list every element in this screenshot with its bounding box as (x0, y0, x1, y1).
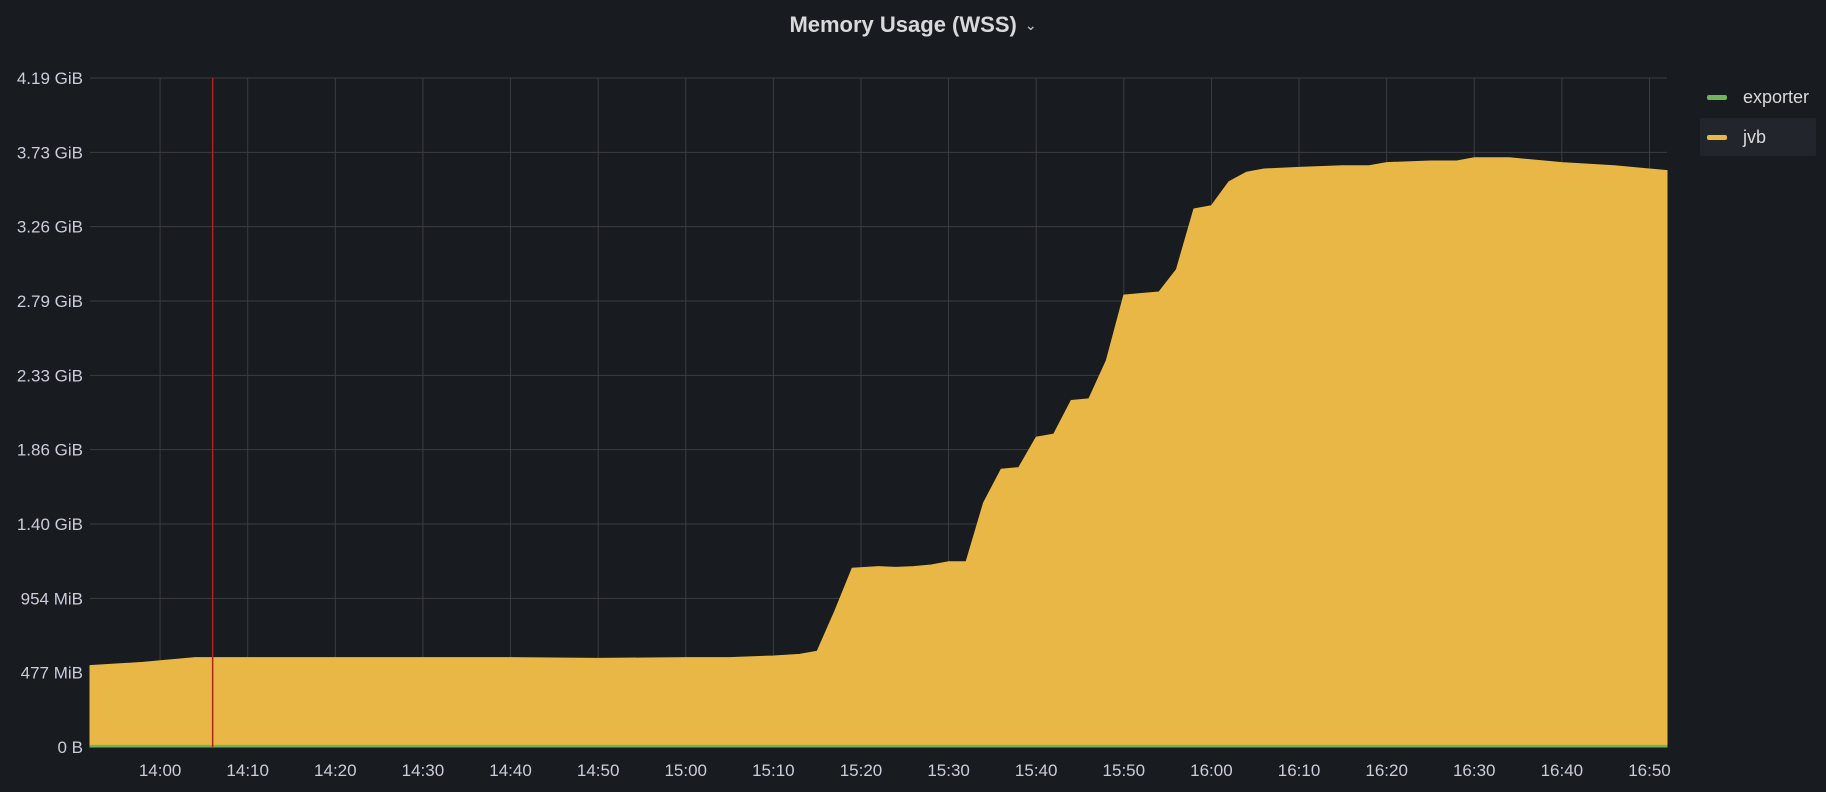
x-tick-label: 15:10 (752, 761, 795, 780)
x-tick-label: 16:10 (1278, 761, 1321, 780)
legend-label-exporter: exporter (1743, 86, 1810, 107)
chevron-down-icon[interactable]: ⌄ (1024, 17, 1037, 33)
y-axis-labels: 0 B 477 MiB 954 MiB 1.40 GiB 1.86 GiB 2.33 Gi… (17, 69, 83, 757)
y-tick-label: 0 B (57, 738, 83, 757)
x-tick-label: 14:40 (489, 761, 532, 780)
x-tick-label: 15:20 (840, 761, 883, 780)
series-area-exporter[interactable] (89, 744, 1668, 748)
legend-swatch-jvb (1707, 134, 1727, 140)
x-tick-label: 14:30 (402, 761, 445, 780)
x-tick-label: 15:50 (1103, 761, 1146, 780)
x-tick-label: 14:50 (577, 761, 620, 780)
series-layer (89, 157, 1668, 748)
legend-label-jvb: jvb (1743, 126, 1767, 147)
y-tick-label: 954 MiB (21, 589, 83, 608)
x-tick-label: 15:40 (1015, 761, 1058, 780)
x-tick-label: 15:00 (664, 761, 707, 780)
y-tick-label: 2.33 GiB (17, 366, 83, 385)
x-tick-label: 14:10 (226, 761, 269, 780)
series-area-jvb[interactable] (89, 157, 1668, 748)
y-tick-label: 3.26 GiB (17, 218, 83, 237)
x-tick-label: 16:20 (1365, 761, 1408, 780)
y-tick-label: 1.40 GiB (17, 515, 83, 534)
y-tick-label: 3.73 GiB (17, 143, 83, 162)
x-tick-label: 15:30 (927, 761, 970, 780)
panel-title[interactable]: Memory Usage (WSS) ⌄ (0, 12, 1826, 38)
y-tick-label: 2.79 GiB (17, 292, 83, 311)
y-tick-label: 4.19 GiB (17, 69, 83, 88)
y-tick-label: 1.86 GiB (17, 441, 83, 460)
panel-title-text[interactable]: Memory Usage (WSS) (789, 12, 1017, 37)
x-tick-label: 14:00 (139, 761, 182, 780)
legend-swatch-exporter (1707, 94, 1727, 100)
y-tick-label: 477 MiB (21, 664, 83, 683)
x-tick-label: 14:20 (314, 761, 357, 780)
x-tick-label: 16:50 (1628, 761, 1671, 780)
legend-item-jvb[interactable]: jvb (1700, 118, 1816, 156)
x-axis-labels: 14:00 14:10 14:20 14:30 14:40 14:50 15:00 15:10… (139, 761, 1671, 780)
x-tick-label: 16:40 (1541, 761, 1584, 780)
x-tick-label: 16:30 (1453, 761, 1496, 780)
x-tick-label: 16:00 (1190, 761, 1233, 780)
legend-item-exporter[interactable]: exporter (1700, 78, 1816, 116)
legend: exporter jvb (1700, 78, 1816, 158)
